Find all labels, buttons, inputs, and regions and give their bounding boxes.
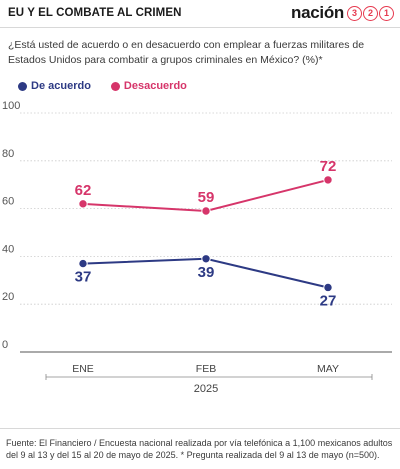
data-point <box>323 282 333 293</box>
y-tick-label: 40 <box>2 243 14 255</box>
brand-logo: nación 3 2 1 <box>291 2 394 24</box>
data-label: 72 <box>320 158 337 175</box>
data-point <box>201 254 211 264</box>
brand-digit-3: 1 <box>379 5 394 21</box>
page-title: EU Y EL COMBATE AL CRIMEN <box>8 7 182 19</box>
data-label: 27 <box>320 292 337 309</box>
y-tick-label: 80 <box>2 148 14 160</box>
data-point <box>78 199 88 209</box>
data-label: 62 <box>75 182 92 199</box>
data-label: 39 <box>198 264 215 281</box>
brand-digit-2: 2 <box>363 5 378 21</box>
source-note: Fuente: El Financiero / Encuesta naciona… <box>6 438 393 460</box>
year-label: 2025 <box>194 383 218 395</box>
x-tick-label: ENE <box>72 363 94 375</box>
legend-label-desacuerdo: Desacuerdo <box>123 80 187 92</box>
chart-legend: De acuerdo Desacuerdo <box>18 80 207 92</box>
legend-dot-acuerdo <box>18 81 27 91</box>
brand-word: nación <box>291 3 344 22</box>
x-tick-label: FEB <box>196 363 216 375</box>
footer: Fuente: El Financiero / Encuesta naciona… <box>0 428 400 469</box>
legend-label-acuerdo: De acuerdo <box>31 80 91 92</box>
y-tick-label: 60 <box>2 196 14 208</box>
data-point <box>78 258 88 269</box>
y-tick-label: 100 <box>2 100 20 112</box>
y-tick-label: 20 <box>2 291 14 303</box>
header-bar: EU Y EL COMBATE AL CRIMEN nación 3 2 1 <box>0 0 400 28</box>
data-label: 37 <box>75 269 92 286</box>
brand-digit-1: 3 <box>347 5 362 21</box>
data-point <box>323 175 333 185</box>
legend-item-desacuerdo: Desacuerdo <box>110 80 187 92</box>
line-chart: 0 20 40 60 80 100 ENE FEB MAY 2025 37 39 27 62 59 72 <box>2 100 392 395</box>
survey-question: ¿Está usted de acuerdo o en desacuerdo c… <box>8 39 365 66</box>
legend-item-acuerdo: De acuerdo <box>18 80 91 92</box>
y-tick-label: 0 <box>2 339 8 351</box>
data-point <box>201 206 211 216</box>
data-label: 59 <box>198 189 215 206</box>
x-tick-label: MAY <box>317 363 339 375</box>
legend-dot-desacuerdo <box>110 81 120 91</box>
